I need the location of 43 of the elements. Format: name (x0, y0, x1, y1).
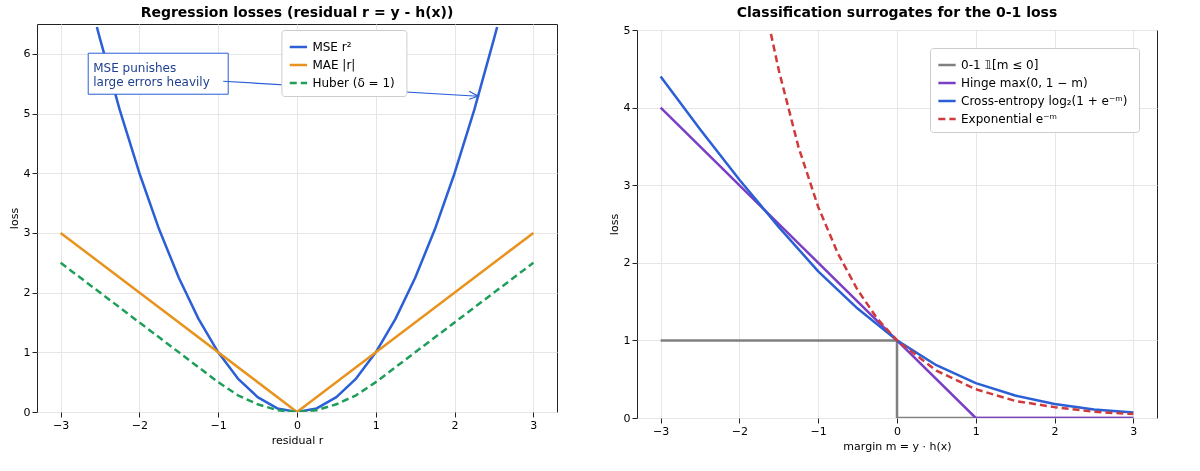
x-axis-title: margin m = y · h(x) (843, 439, 952, 453)
legend-label: Huber (δ = 1) (312, 76, 395, 90)
x-tick-label: 2 (451, 418, 459, 432)
y-tick-label: 2 (623, 256, 631, 270)
y-tick-label: 4 (23, 166, 31, 180)
annotation: MSE punishes large errors heavily (93, 61, 210, 90)
legend-label: Hinge max(0, 1 − m) (961, 76, 1088, 90)
x-tick-label: −3 (53, 418, 70, 432)
legend-label: MAE |r| (312, 58, 356, 72)
x-tick-label: 0 (894, 424, 901, 438)
x-tick-label: 1 (372, 418, 380, 432)
y-tick-label: 3 (23, 226, 31, 240)
y-tick-label: 3 (623, 178, 631, 192)
legend-label: Exponential e⁻ᵐ (961, 112, 1057, 126)
legend-label: 0-1 𝟙[m ≤ 0] (961, 58, 1039, 72)
y-tick-label: 4 (623, 101, 631, 115)
x-tick-label: 0 (294, 418, 301, 432)
y-tick-label: 6 (23, 47, 31, 61)
x-tick-label: 3 (1130, 424, 1138, 438)
legend-label: MSE r² (312, 40, 352, 54)
line-series (95, 25, 499, 412)
y-tick-label: 5 (23, 107, 31, 121)
x-tick-label: −1 (210, 418, 227, 432)
x-tick-label: 3 (530, 418, 538, 432)
chart-title: Classification surrogates for the 0-1 loss (736, 4, 1058, 20)
y-axis-title: loss (607, 213, 621, 236)
x-tick-label: −1 (810, 424, 827, 438)
line-series (769, 32, 1135, 416)
y-tick-label: 0 (23, 405, 31, 419)
x-tick-label: −2 (731, 424, 749, 438)
legend-label: Cross-entropy log₂(1 + e⁻ᵐ) (961, 94, 1128, 108)
x-tick-label: 1 (972, 424, 980, 438)
y-tick-label: 1 (23, 345, 31, 359)
x-tick-label: 2 (1051, 424, 1059, 438)
y-tick-label: 1 (623, 333, 631, 347)
x-tick-label: −3 (653, 424, 670, 438)
chart-title: Regression losses (residual r = y - h(x)) (140, 4, 454, 20)
x-axis-title: residual r (271, 433, 324, 447)
line-series (59, 261, 535, 412)
x-tick-label: −2 (131, 418, 149, 432)
y-tick-label: 5 (623, 23, 631, 37)
y-tick-label: 2 (23, 286, 31, 300)
y-axis-title: loss (7, 207, 21, 230)
